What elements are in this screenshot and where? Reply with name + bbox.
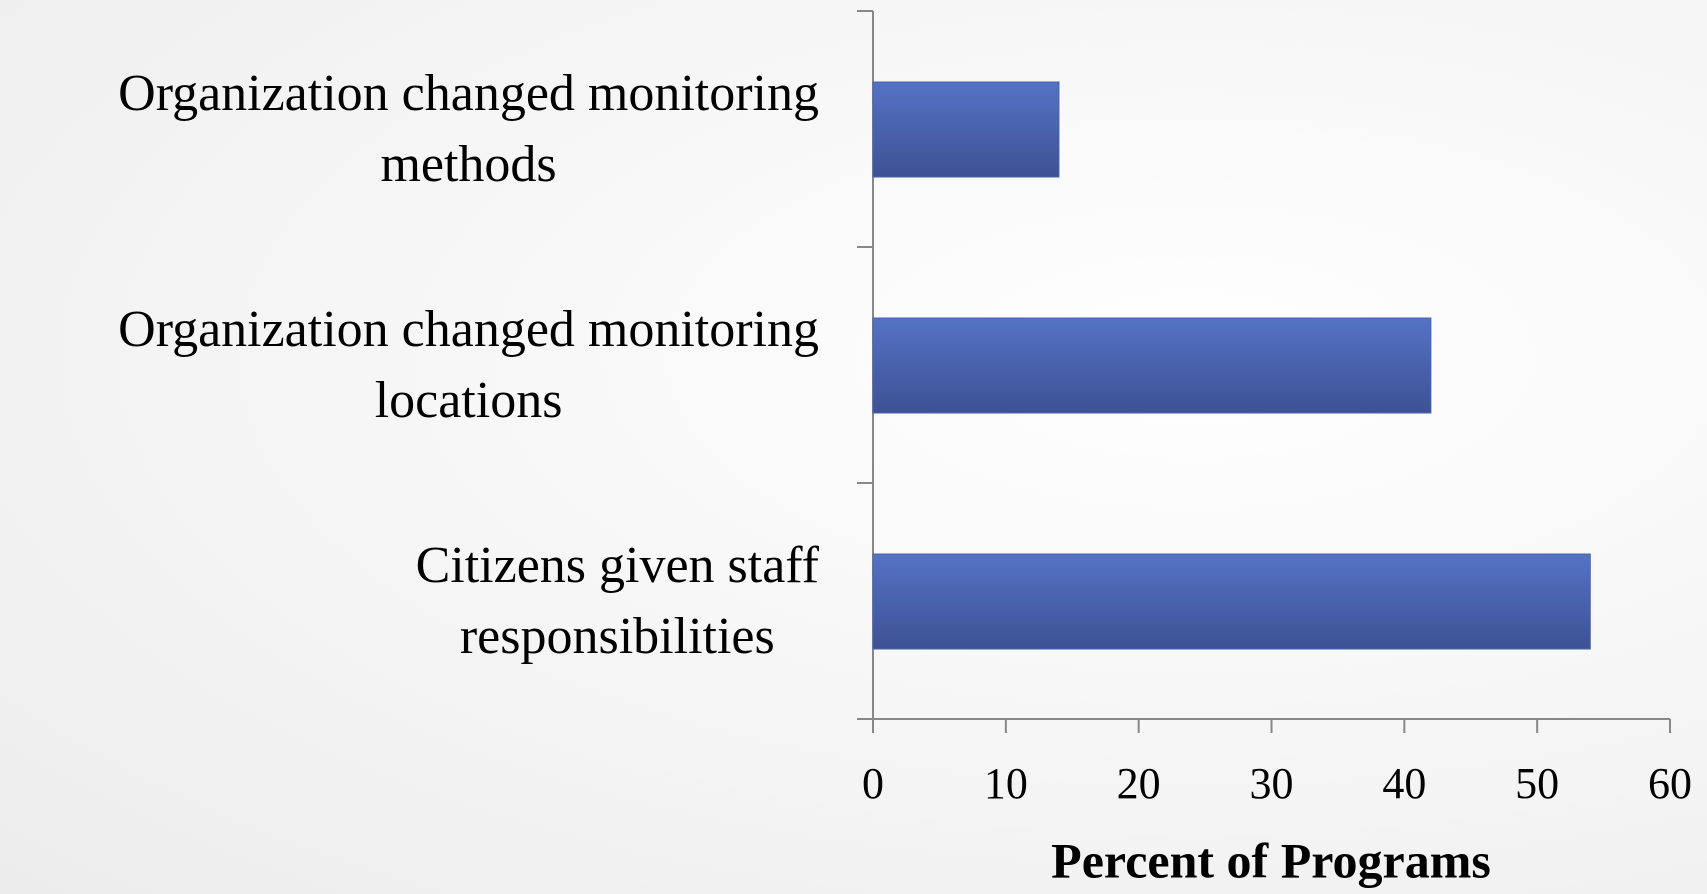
x-tick-label: 30 <box>1250 759 1294 808</box>
x-tick-label: 20 <box>1117 759 1161 808</box>
x-axis-title: Percent of Programs <box>1051 832 1491 888</box>
category-label-box: Citizens given staff responsibilities <box>416 530 819 672</box>
x-tick-label: 0 <box>862 759 884 808</box>
x-tick-label: 50 <box>1515 759 1559 808</box>
x-tick-label: 10 <box>984 759 1028 808</box>
category-label: Organization changed monitoring location… <box>118 294 819 436</box>
category-label-box: Organization changed monitoring methods <box>118 58 819 200</box>
bar <box>873 82 1059 177</box>
bar <box>873 554 1590 649</box>
x-tick-label: 40 <box>1382 759 1426 808</box>
bar <box>873 318 1431 413</box>
page: {"chart_data": {"type": "hbar", "categor… <box>0 0 1707 894</box>
category-label: Citizens given staff responsibilities <box>416 530 819 672</box>
category-label: Organization changed monitoring methods <box>118 58 819 200</box>
x-tick-label: 60 <box>1648 759 1692 808</box>
category-label-box: Organization changed monitoring location… <box>118 294 819 436</box>
